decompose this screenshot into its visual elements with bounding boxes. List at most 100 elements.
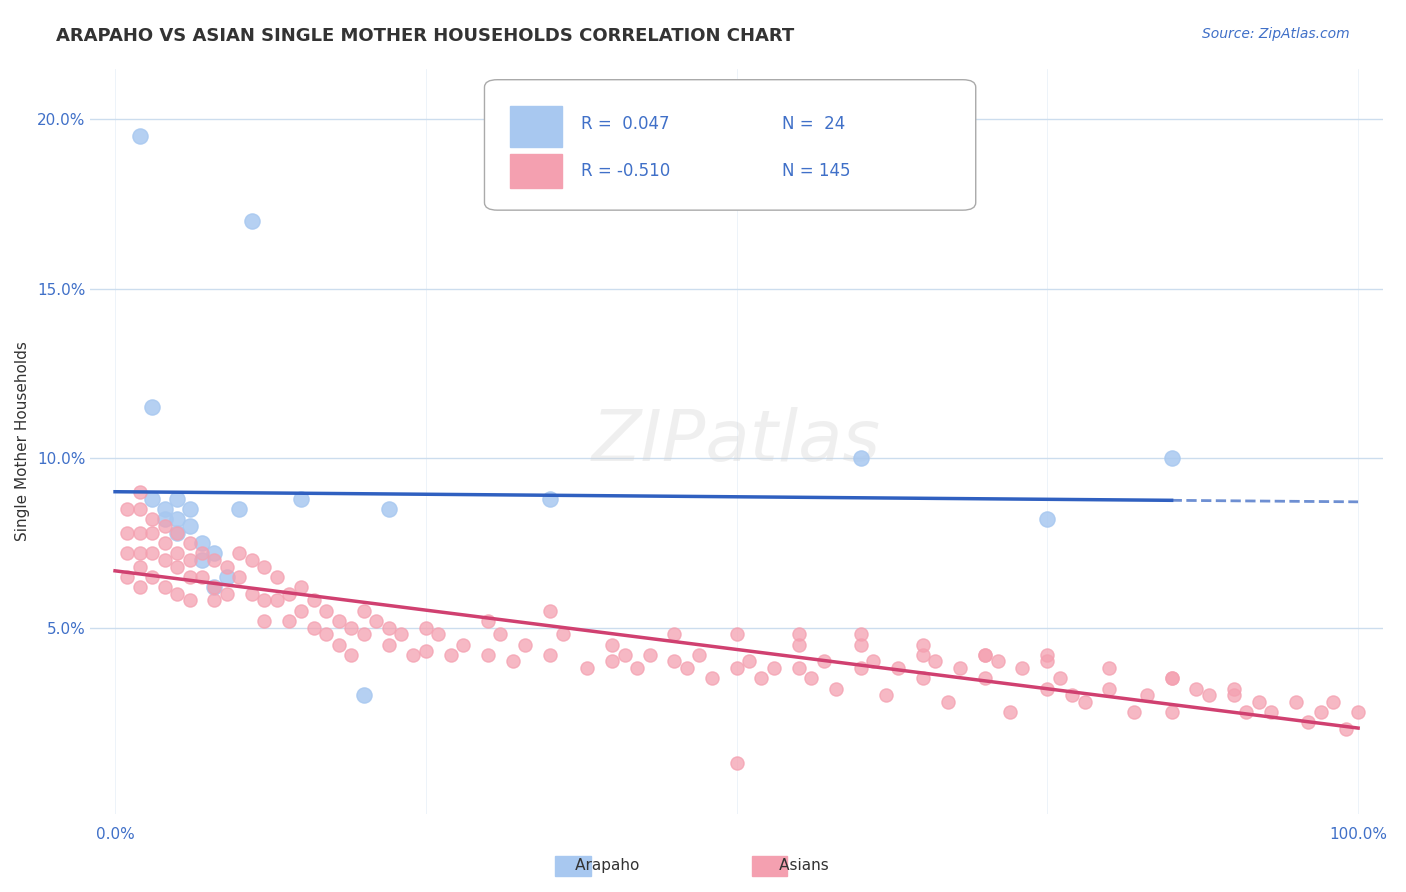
- Point: [377, 502, 399, 516]
- Point: [787, 638, 810, 652]
- Point: [451, 638, 474, 652]
- Point: [924, 655, 946, 669]
- Point: [949, 661, 972, 675]
- Point: [551, 627, 574, 641]
- Point: [153, 512, 176, 526]
- Point: [538, 604, 561, 618]
- Point: [166, 559, 188, 574]
- Point: [1011, 661, 1033, 675]
- Point: [1036, 681, 1059, 696]
- Point: [377, 621, 399, 635]
- Point: [1123, 706, 1146, 720]
- Point: [179, 519, 201, 533]
- Point: [253, 614, 276, 628]
- Text: N = 145: N = 145: [782, 162, 851, 180]
- Point: [117, 570, 139, 584]
- Point: [141, 491, 163, 506]
- Point: [240, 587, 263, 601]
- Point: [862, 655, 884, 669]
- Point: [576, 661, 599, 675]
- Point: [415, 644, 437, 658]
- Point: [204, 553, 226, 567]
- Point: [315, 627, 337, 641]
- Point: [998, 706, 1021, 720]
- Point: [315, 604, 337, 618]
- Point: [638, 648, 661, 662]
- Point: [1160, 672, 1182, 686]
- Point: [427, 627, 450, 641]
- Point: [129, 580, 152, 594]
- Point: [1298, 715, 1320, 730]
- Point: [253, 593, 276, 607]
- Point: [290, 580, 312, 594]
- Point: [1334, 723, 1357, 737]
- Point: [626, 661, 648, 675]
- Text: Arapaho: Arapaho: [541, 858, 640, 872]
- Point: [887, 661, 910, 675]
- Point: [1247, 695, 1270, 709]
- Point: [738, 655, 761, 669]
- Point: [179, 536, 201, 550]
- Point: [936, 695, 959, 709]
- Text: R = -0.510: R = -0.510: [582, 162, 671, 180]
- Point: [179, 593, 201, 607]
- Point: [1036, 648, 1059, 662]
- Point: [240, 214, 263, 228]
- Point: [129, 559, 152, 574]
- Point: [1160, 706, 1182, 720]
- Point: [290, 604, 312, 618]
- Point: [1136, 689, 1159, 703]
- Point: [725, 627, 748, 641]
- Point: [179, 570, 201, 584]
- Point: [1198, 689, 1220, 703]
- Point: [849, 638, 872, 652]
- Point: [141, 525, 163, 540]
- Point: [987, 655, 1010, 669]
- Point: [402, 648, 425, 662]
- Point: [117, 525, 139, 540]
- Point: [166, 512, 188, 526]
- FancyBboxPatch shape: [485, 79, 976, 211]
- Point: [600, 638, 623, 652]
- Point: [153, 502, 176, 516]
- Point: [166, 546, 188, 560]
- Point: [911, 648, 934, 662]
- Text: 100.0%: 100.0%: [1329, 828, 1388, 842]
- Point: [787, 661, 810, 675]
- Point: [1160, 672, 1182, 686]
- Point: [1098, 661, 1121, 675]
- Point: [129, 525, 152, 540]
- Point: [1223, 681, 1246, 696]
- Point: [129, 546, 152, 560]
- Point: [664, 655, 686, 669]
- Text: ARAPAHO VS ASIAN SINGLE MOTHER HOUSEHOLDS CORRELATION CHART: ARAPAHO VS ASIAN SINGLE MOTHER HOUSEHOLD…: [56, 27, 794, 45]
- Point: [1309, 706, 1331, 720]
- Point: [502, 655, 524, 669]
- Point: [141, 401, 163, 415]
- Point: [204, 546, 226, 560]
- Point: [538, 648, 561, 662]
- Point: [1185, 681, 1208, 696]
- Point: [751, 672, 773, 686]
- Point: [278, 587, 301, 601]
- Point: [1036, 512, 1059, 526]
- Point: [153, 519, 176, 533]
- Point: [825, 681, 848, 696]
- Point: [353, 689, 375, 703]
- Text: ZIPatlas: ZIPatlas: [592, 407, 882, 475]
- Point: [215, 559, 238, 574]
- Point: [538, 491, 561, 506]
- Point: [1073, 695, 1095, 709]
- Point: [1285, 695, 1308, 709]
- Point: [141, 570, 163, 584]
- Point: [477, 648, 499, 662]
- Point: [141, 512, 163, 526]
- Point: [1322, 695, 1344, 709]
- Point: [340, 621, 363, 635]
- Point: [974, 648, 997, 662]
- Point: [129, 485, 152, 500]
- Point: [328, 638, 350, 652]
- Point: [489, 627, 512, 641]
- Point: [353, 627, 375, 641]
- Point: [191, 570, 214, 584]
